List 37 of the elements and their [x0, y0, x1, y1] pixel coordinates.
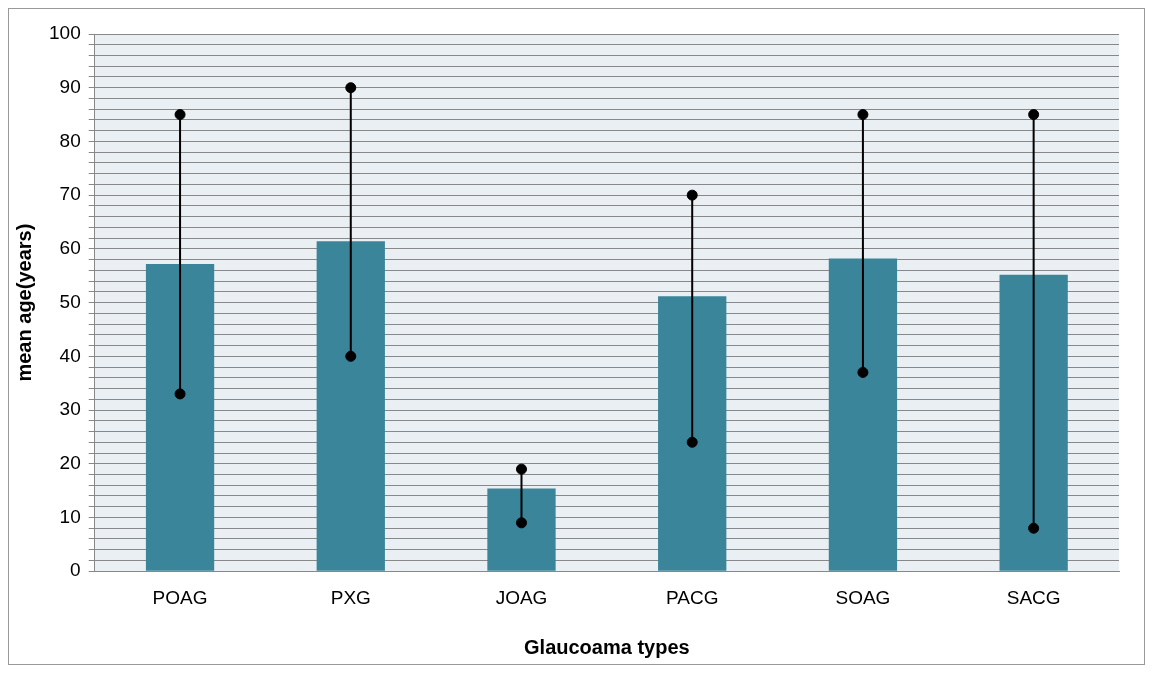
bar: [145, 263, 215, 571]
y-tick-label: 10: [59, 505, 81, 527]
point: [515, 463, 527, 475]
bar: [487, 488, 556, 571]
y-tick-label: 30: [59, 398, 81, 420]
y-tick-label: 80: [59, 129, 81, 151]
y-tick-label: 100: [49, 22, 81, 44]
point: [857, 109, 869, 121]
point: [686, 436, 698, 448]
y-tick-label: 20: [59, 451, 81, 473]
x-tick-label: PXG: [330, 586, 371, 608]
bar: [316, 241, 385, 571]
y-axis-title: mean age(years): [12, 223, 35, 382]
point: [857, 366, 869, 378]
bar: [828, 258, 898, 571]
point: [515, 517, 527, 529]
bar: [658, 296, 727, 571]
x-tick-label: SOAG: [835, 586, 891, 608]
point: [174, 388, 186, 400]
x-tick-label: POAG: [152, 586, 208, 608]
point: [1028, 522, 1040, 534]
y-tick-label: 70: [59, 183, 81, 205]
bar: [999, 274, 1068, 571]
point: [174, 109, 186, 121]
y-tick-label: 0: [70, 559, 81, 581]
x-axis-title: Glaucoama types: [524, 635, 690, 658]
y-tick-label: 50: [59, 290, 81, 312]
x-tick-label: SACG: [1006, 586, 1061, 608]
point: [686, 189, 698, 201]
x-tick-label: JOAG: [495, 586, 548, 608]
y-tick-label: 90: [59, 75, 81, 97]
y-tick-label: 60: [59, 237, 81, 259]
point: [1028, 109, 1040, 121]
x-tick-label: PACG: [665, 586, 719, 608]
y-tick-label: 40: [59, 344, 81, 366]
point: [345, 350, 357, 362]
point: [345, 82, 357, 94]
